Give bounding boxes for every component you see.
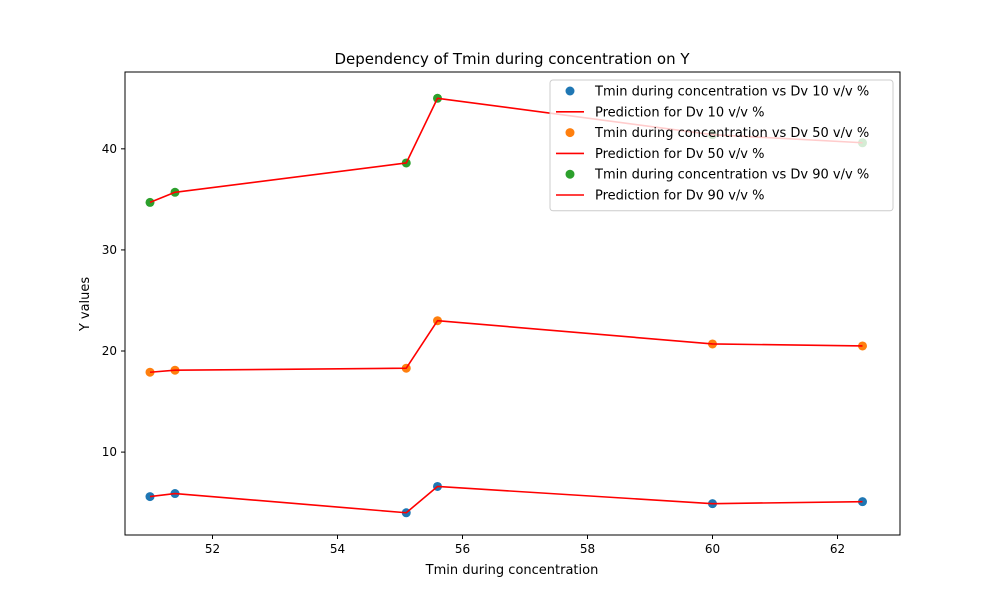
legend-label: Prediction for Dv 10 v/v % (595, 105, 764, 120)
x-tick-label: 54 (330, 542, 345, 556)
legend-marker-swatch (565, 128, 575, 138)
series-line-1 (149, 485, 863, 514)
y-tick-label: 20 (102, 344, 117, 358)
legend-label: Tmin during concentration vs Dv 90 v/v % (594, 168, 869, 183)
legend-marker-swatch (565, 86, 575, 96)
y-axis-label: Y values (78, 277, 93, 333)
legend-label: Prediction for Dv 90 v/v % (595, 189, 764, 204)
y-tick-label: 40 (102, 142, 117, 156)
legend-label: Tmin during concentration vs Dv 50 v/v % (594, 126, 869, 141)
plot-area (145, 93, 867, 518)
axes: 52 54 56 58 60 62 10 20 30 40 (102, 71, 901, 556)
x-tick-label: 56 (455, 542, 470, 556)
legend-box (549, 79, 894, 212)
legend: Tmin during concentration vs Dv 10 v/v %… (549, 79, 894, 212)
legend-label: Tmin during concentration vs Dv 10 v/v % (594, 85, 869, 100)
x-tick-label: 52 (205, 542, 220, 556)
legend-marker-swatch (565, 169, 575, 179)
axes-frame (124, 71, 901, 536)
x-tick-label: 62 (830, 542, 845, 556)
series-line-3 (149, 319, 863, 374)
x-axis-label: Tmin during concentration (425, 563, 599, 578)
y-tick-label: 30 (102, 243, 117, 257)
y-tick-label: 10 (102, 445, 117, 459)
x-tick-label: 58 (580, 542, 595, 556)
chart-title: Dependency of Tmin during concentration … (334, 50, 690, 68)
x-tick-label: 60 (705, 542, 720, 556)
legend-label: Prediction for Dv 50 v/v % (595, 147, 764, 162)
